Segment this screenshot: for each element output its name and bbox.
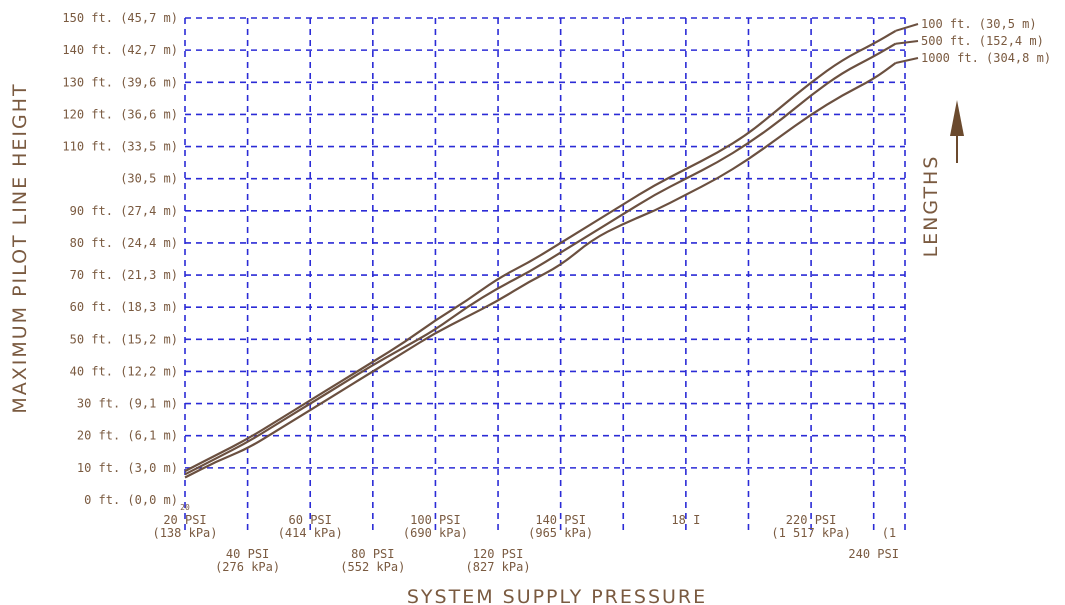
x-tick-label: 20 PSI <box>163 513 206 527</box>
y-tick-label: 0 ft. (0,0 m) <box>84 493 178 507</box>
x-tick-labels: 20 PSI(138 kPa) 40 PSI(276 kPa) 60 PSI(414… <box>152 503 899 574</box>
x-tick-label: (414 kPa) <box>278 526 343 540</box>
x-tick-label: (827 kPa) <box>466 560 531 574</box>
x-tick-label: (965 kPa) <box>528 526 593 540</box>
y-tick-label: 20 ft. (6,1 m) <box>77 429 178 443</box>
x-tick-label: 140 PSI <box>535 513 586 527</box>
y-tick-label: 150 ft. (45,7 m) <box>62 11 178 25</box>
series-labels: 100 ft. (30,5 m) 500 ft. (152,4 m) 1000 ft… <box>895 17 1051 65</box>
series-leader <box>895 40 919 45</box>
y-tick-label: 80 ft. (24,4 m) <box>70 236 178 250</box>
series-line <box>184 42 897 476</box>
x-tick-label: 80 PSI <box>351 547 394 561</box>
series-line <box>184 29 897 473</box>
y-tick-label: 120 ft. (36,6 m) <box>62 107 178 121</box>
x-axis-title: SYSTEM SUPPLY PRESSURE <box>407 586 707 605</box>
series-leader <box>895 23 919 32</box>
series-leader <box>895 57 919 64</box>
series-label: 1000 ft. (304,8 m) <box>921 51 1051 65</box>
y-tick-label: 50 ft. (15,2 m) <box>70 332 178 346</box>
y-tick-label: 140 ft. (42,7 m) <box>62 43 178 57</box>
x-tick-label: 60 PSI <box>289 513 332 527</box>
x-tick-label: (138 kPa) <box>152 526 217 540</box>
series-label: 100 ft. (30,5 m) <box>921 17 1037 31</box>
y-tick-label: 40 ft. (12,2 m) <box>70 364 178 378</box>
lengths-label: LENGTHS <box>920 155 942 258</box>
y-tick-label: 70 ft. (21,3 m) <box>70 268 178 282</box>
y-tick-label: 60 ft. (18,3 m) <box>70 300 178 314</box>
x-tick-label: 18 I <box>671 513 700 527</box>
x-tick-label: 40 PSI <box>226 547 269 561</box>
x-tick-label: 100 PSI <box>410 513 461 527</box>
up-arrow-icon <box>950 100 964 136</box>
y-tick-label: 90 ft. (27,4 m) <box>70 204 178 218</box>
y-tick-label: (30,5 m) <box>120 172 178 186</box>
series-lines <box>184 29 897 479</box>
x-tick-label: (552 kPa) <box>340 560 405 574</box>
y-tick-label: 110 ft. (33,5 m) <box>62 140 178 154</box>
x-tick-label: 220 PSI <box>786 513 837 527</box>
x-tick-label: 240 PSI <box>848 547 899 561</box>
y-tick-label: 10 ft. (3,0 m) <box>77 461 178 475</box>
y-tick-label: 30 ft. (9,1 m) <box>77 397 178 411</box>
y-tick-labels: 0 ft. (0,0 m) 10 ft. (3,0 m) 20 ft. (6,1 m… <box>62 11 178 507</box>
series-label: 500 ft. (152,4 m) <box>921 34 1044 48</box>
x-tick-label: (690 kPa) <box>403 526 468 540</box>
lengths-legend: LENGTHS <box>920 100 964 257</box>
x-tick-label: 120 PSI <box>473 547 524 561</box>
y-tick-label: 130 ft. (39,6 m) <box>62 75 178 89</box>
x-tick-label: (1 517 kPa) <box>771 526 850 540</box>
x-tick-fragment: (1 <box>882 526 896 540</box>
y-axis-title: MAXIMUM PILOT LINE HEIGHT <box>9 82 31 413</box>
x-tick-label: (276 kPa) <box>215 560 280 574</box>
x-tick-fragment: 20 <box>180 503 190 512</box>
grid <box>184 17 906 530</box>
series-line <box>184 62 897 479</box>
